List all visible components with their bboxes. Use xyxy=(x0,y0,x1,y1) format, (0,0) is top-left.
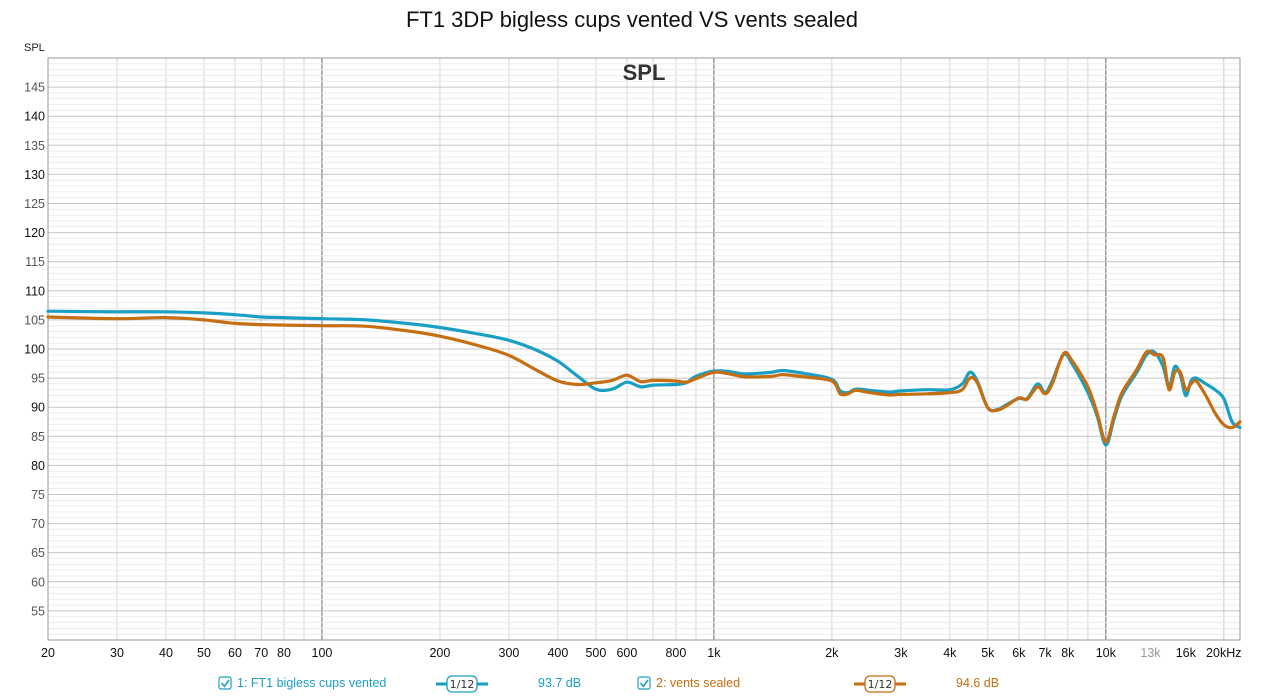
x-tick-label: 8k xyxy=(1061,646,1075,660)
plot-frame xyxy=(47,57,1241,641)
x-tick-label: 300 xyxy=(499,646,520,660)
x-tick-label: 16k xyxy=(1176,646,1197,660)
x-tick-label: 800 xyxy=(665,646,686,660)
legend-item-sealed[interactable]: 2: vents sealed 1/12 94.6 dB xyxy=(637,675,999,693)
x-tick-label: 80 xyxy=(277,646,291,660)
x-ticks: 20 30 40 50 60 70 80 100 200 300 400 500 600 800 1k 2k 3… xyxy=(41,646,1241,660)
y-tick-label: 60 xyxy=(31,575,45,589)
chart-title: FT1 3DP bigless cups vented VS vents sea… xyxy=(406,7,858,32)
x-tick-label: 4k xyxy=(943,646,957,660)
x-tick-label: 6k xyxy=(1012,646,1026,660)
legend-level-vented: 93.7 dB xyxy=(538,676,581,690)
y-tick-label: 125 xyxy=(24,197,45,211)
checkbox-checked-icon[interactable] xyxy=(218,676,232,690)
legend-item-vented[interactable]: 1: FT1 bigless cups vented 1/12 93.7 dB xyxy=(218,675,581,693)
x-tick-label: 5k xyxy=(981,646,995,660)
series-line-vented xyxy=(46,309,1242,447)
y-ticks: 55 60 65 70 75 80 85 90 95 100 105 110 115 120 125 130 1… xyxy=(24,81,45,619)
y-tick-label: 90 xyxy=(31,401,45,415)
x-tick-label: 100 xyxy=(312,646,333,660)
smoothing-button-vented[interactable] xyxy=(446,675,478,693)
checkbox-checked-icon[interactable] xyxy=(637,676,651,690)
y-tick-label: 135 xyxy=(24,139,45,153)
x-tick-label: 20 xyxy=(41,646,55,660)
plot-inner-title: SPL xyxy=(623,60,666,85)
x-tick-label: 13k xyxy=(1140,646,1161,660)
x-tick-label: 3k xyxy=(894,646,908,660)
legend-level-sealed: 94.6 dB xyxy=(956,676,999,690)
y-tick-label: 120 xyxy=(24,226,45,240)
x-tick-label: 1k xyxy=(707,646,721,660)
y-tick-label: 145 xyxy=(24,81,45,95)
y-tick-label: 110 xyxy=(25,284,45,298)
x-tick-label: 20kHz xyxy=(1206,646,1241,660)
x-tick-label: 400 xyxy=(547,646,568,660)
x-tick-label: 200 xyxy=(429,646,450,660)
x-tick-label: 50 xyxy=(197,646,211,660)
y-tick-label: 80 xyxy=(31,459,45,473)
x-tick-label: 500 xyxy=(585,646,606,660)
smoothing-label-vented: 1/12 xyxy=(450,678,475,691)
x-tick-label: 7k xyxy=(1038,646,1052,660)
y-tick-label: 105 xyxy=(24,313,45,327)
legend: 1: FT1 bigless cups vented 1/12 93.7 dB … xyxy=(218,675,999,693)
x-tick-label: 60 xyxy=(228,646,242,660)
smoothing-button-sealed[interactable] xyxy=(864,675,896,693)
smoothing-label-sealed: 1/12 xyxy=(868,678,893,691)
y-tick-label: 140 xyxy=(24,110,45,124)
y-tick-label: 115 xyxy=(25,255,45,269)
x-tick-label: 30 xyxy=(110,646,124,660)
y-tick-label: 100 xyxy=(24,343,45,357)
y-tick-label: 55 xyxy=(31,604,45,618)
y-tick-label: 130 xyxy=(24,168,45,182)
y-tick-label: 70 xyxy=(31,517,45,531)
grid xyxy=(47,58,1240,640)
legend-label-sealed: 2: vents sealed xyxy=(656,676,740,690)
x-tick-label: 10k xyxy=(1096,646,1117,660)
checkmark-icon xyxy=(639,679,649,688)
x-tick-label: 40 xyxy=(159,646,173,660)
y-axis-label: SPL xyxy=(24,42,45,54)
checkmark-icon xyxy=(220,679,230,688)
x-tick-label: 600 xyxy=(616,646,637,660)
y-tick-label: 65 xyxy=(31,546,45,560)
x-tick-label: 70 xyxy=(254,646,268,660)
y-tick-label: 75 xyxy=(31,488,45,502)
legend-label-vented: 1: FT1 bigless cups vented xyxy=(237,676,386,690)
y-tick-label: 95 xyxy=(31,372,45,386)
series-lines xyxy=(46,309,1242,447)
y-tick-label: 85 xyxy=(31,430,45,444)
series-line-sealed xyxy=(46,315,1242,444)
x-tick-label: 2k xyxy=(825,646,839,660)
